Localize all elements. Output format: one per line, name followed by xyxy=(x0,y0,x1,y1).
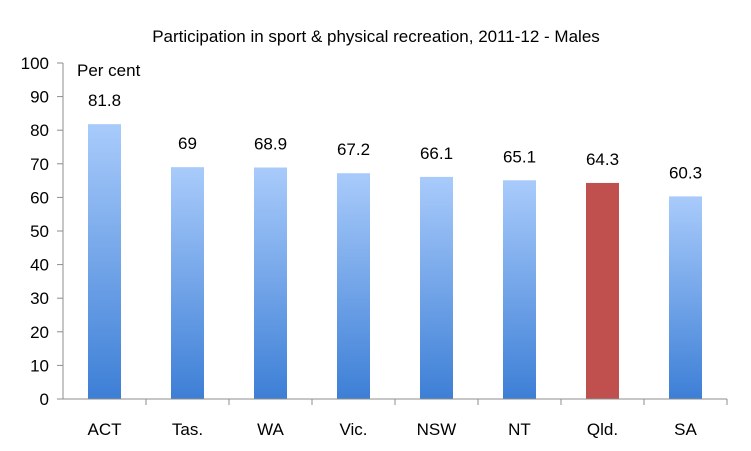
y-tick-label: 90 xyxy=(30,88,49,107)
y-tick-label: 10 xyxy=(30,356,49,375)
data-label: 65.1 xyxy=(503,147,536,166)
y-tick-label: 70 xyxy=(30,155,49,174)
x-category-label: Vic. xyxy=(339,420,367,439)
data-labels: 81.8 69 68.9 67.2 66.1 65.1 64.3 60.3 xyxy=(88,91,702,182)
bar-nsw xyxy=(420,176,453,399)
bar-wa xyxy=(254,167,287,399)
y-unit-label: Per cent xyxy=(77,61,141,80)
data-label: 67.2 xyxy=(337,140,370,159)
x-category-label: ACT xyxy=(88,420,122,439)
data-label: 64.3 xyxy=(586,150,619,169)
bars xyxy=(88,124,702,399)
chart-title: Participation in sport & physical recrea… xyxy=(152,27,600,46)
bar-vic xyxy=(337,173,370,399)
x-category-label: Qld. xyxy=(587,420,618,439)
data-label: 69 xyxy=(178,134,197,153)
y-tick-label: 30 xyxy=(30,289,49,308)
data-label: 81.8 xyxy=(88,91,121,110)
y-axis-ticks: 0 10 20 30 40 50 60 70 80 90 100 xyxy=(21,54,63,409)
bar-act xyxy=(88,124,121,399)
y-tick-label: 60 xyxy=(30,188,49,207)
bar-nt xyxy=(503,180,536,399)
bar-tas xyxy=(171,167,204,399)
bar-qld xyxy=(586,182,619,399)
x-category-label: SA xyxy=(674,420,697,439)
y-tick-label: 50 xyxy=(30,222,49,241)
data-label: 60.3 xyxy=(669,163,702,182)
data-label: 68.9 xyxy=(254,134,287,153)
bar-sa xyxy=(669,196,702,399)
x-category-label: WA xyxy=(257,420,284,439)
x-category-label: Tas. xyxy=(172,420,203,439)
y-tick-label: 80 xyxy=(30,121,49,140)
x-category-label: NT xyxy=(508,420,531,439)
x-axis-labels: ACT Tas. WA Vic. NSW NT Qld. SA xyxy=(88,420,698,439)
data-label: 66.1 xyxy=(420,144,453,163)
y-tick-label: 0 xyxy=(40,390,49,409)
y-tick-label: 40 xyxy=(30,256,49,275)
y-tick-label: 100 xyxy=(21,54,49,73)
y-tick-label: 20 xyxy=(30,323,49,342)
axes xyxy=(62,63,728,405)
x-category-label: NSW xyxy=(417,420,457,439)
